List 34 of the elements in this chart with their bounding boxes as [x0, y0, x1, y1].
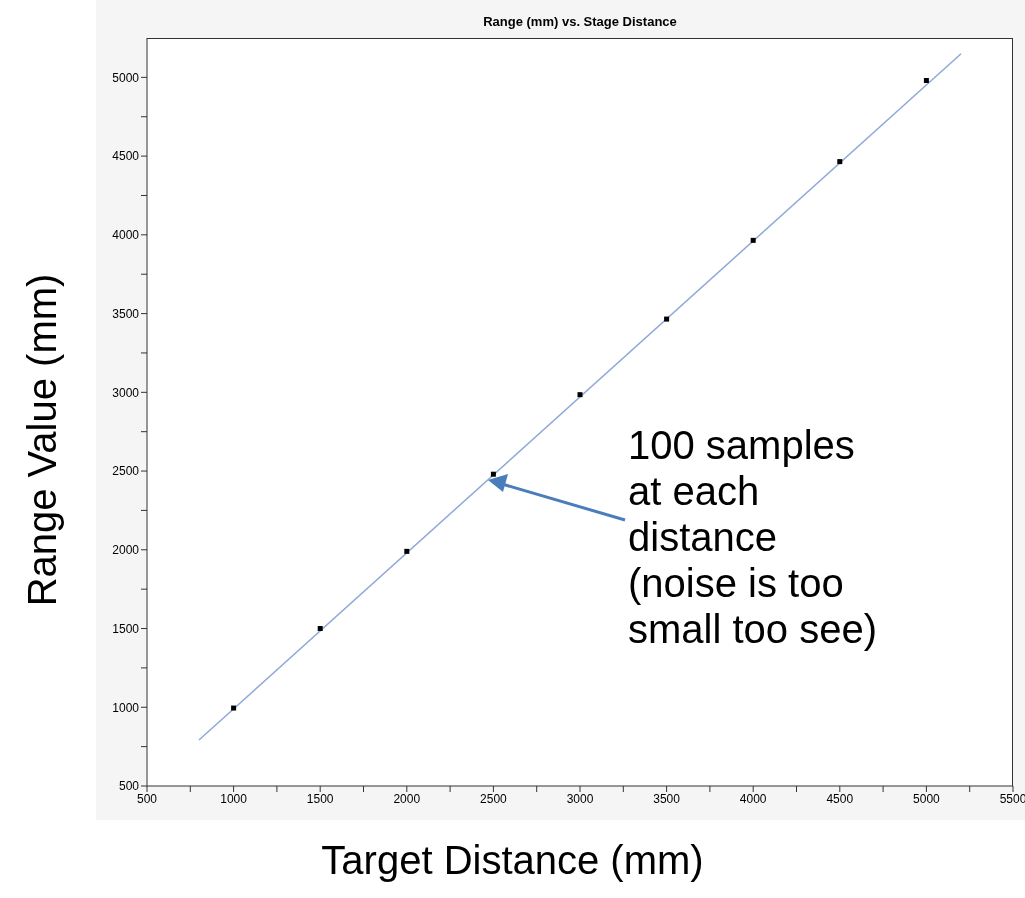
chart-title: Range (mm) vs. Stage Distance: [482, 14, 678, 29]
x-tick-label: 3000: [566, 791, 594, 806]
point: [577, 392, 583, 398]
point: [923, 78, 929, 84]
x-tick-label: 2500: [480, 791, 508, 806]
y-tick-label: 2000: [112, 543, 140, 558]
point: [837, 159, 843, 165]
point: [317, 626, 323, 632]
x-tick-label: 4500: [826, 791, 854, 806]
x-tick-label: 2000: [393, 791, 421, 806]
y-tick-label: 4500: [112, 149, 140, 164]
y-tick-label: 2500: [112, 464, 140, 479]
y-tick-label: 5000: [112, 70, 140, 85]
x-tick-label: 5000: [913, 791, 941, 806]
x-tick-label: 3500: [653, 791, 681, 806]
point: [750, 237, 756, 243]
point: [664, 316, 670, 322]
y-tick-label: 3000: [112, 385, 140, 400]
y-axis-title: Range Value (mm): [19, 273, 65, 607]
point: [404, 548, 410, 554]
x-axis-title: Target Distance (mm): [320, 838, 705, 883]
y-tick-label: 500: [118, 779, 140, 794]
y-tick-label: 1000: [112, 700, 140, 715]
annotation: 100 samples at each distance (noise is too small too see): [628, 422, 877, 652]
x-tick-label: 500: [136, 791, 158, 806]
x-tick-label: 1000: [220, 791, 248, 806]
x-tick-label: 1500: [306, 791, 334, 806]
y-tick-label: 4000: [112, 228, 140, 243]
y-tick-label: 3500: [112, 306, 140, 321]
x-tick-label: 5500: [999, 791, 1025, 806]
point: [490, 471, 496, 477]
y-tick-label: 1500: [112, 621, 140, 636]
point: [231, 705, 237, 711]
x-tick-label: 4000: [739, 791, 767, 806]
